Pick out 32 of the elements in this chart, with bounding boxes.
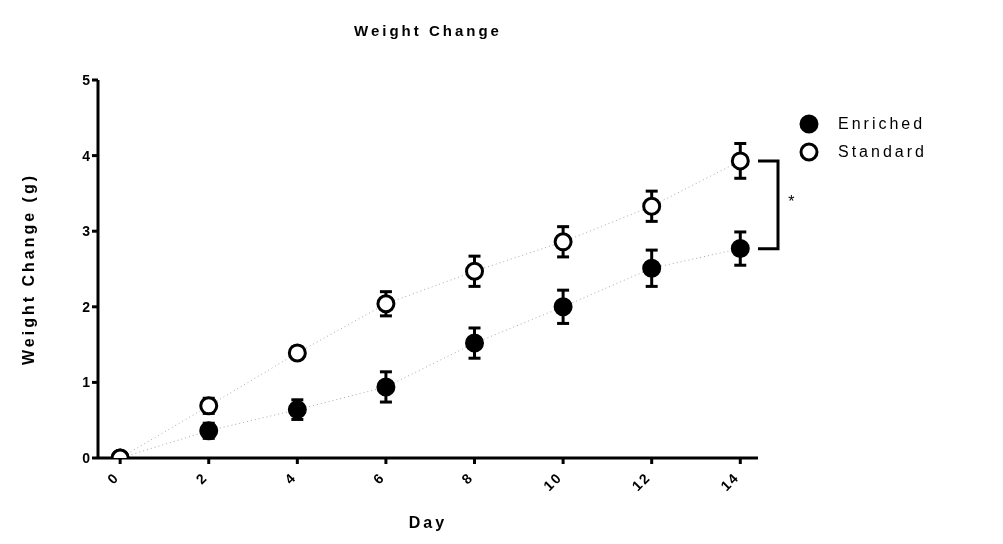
point bbox=[199, 396, 219, 416]
y-tick-label: 0 bbox=[82, 449, 91, 466]
x-axis-title: Day bbox=[408, 514, 448, 531]
x-tick-label: 14 bbox=[717, 468, 743, 494]
text: * bbox=[788, 192, 795, 211]
x-tick-label: 0 bbox=[104, 468, 123, 488]
y-tick-label: 5 bbox=[82, 71, 91, 88]
chart-title: Weight Change bbox=[353, 22, 503, 39]
y-tick-label: 4 bbox=[82, 147, 91, 164]
point bbox=[642, 258, 662, 278]
point bbox=[553, 297, 573, 317]
y-tick-label: 2 bbox=[82, 298, 91, 315]
point bbox=[287, 343, 307, 363]
y-tick-label: 3 bbox=[82, 223, 91, 240]
x-tick-label: 12 bbox=[628, 468, 654, 494]
legend-label: Standard bbox=[838, 143, 927, 161]
point bbox=[642, 196, 662, 216]
y-axis-title: Weight Change (g) bbox=[19, 172, 37, 366]
point bbox=[465, 261, 485, 281]
point bbox=[376, 294, 396, 314]
x-tick-label: 2 bbox=[192, 468, 211, 488]
legend-label: Enriched bbox=[838, 115, 926, 133]
point bbox=[553, 232, 573, 252]
point bbox=[730, 239, 750, 259]
x-tick-label: 6 bbox=[369, 468, 389, 488]
point bbox=[465, 333, 485, 353]
y-tick-label: 1 bbox=[82, 374, 91, 391]
x-tick-label: 4 bbox=[281, 468, 300, 488]
x-tick-label: 10 bbox=[540, 468, 566, 494]
point bbox=[376, 377, 396, 397]
x-tick-label: 8 bbox=[458, 468, 477, 488]
point bbox=[730, 151, 750, 171]
